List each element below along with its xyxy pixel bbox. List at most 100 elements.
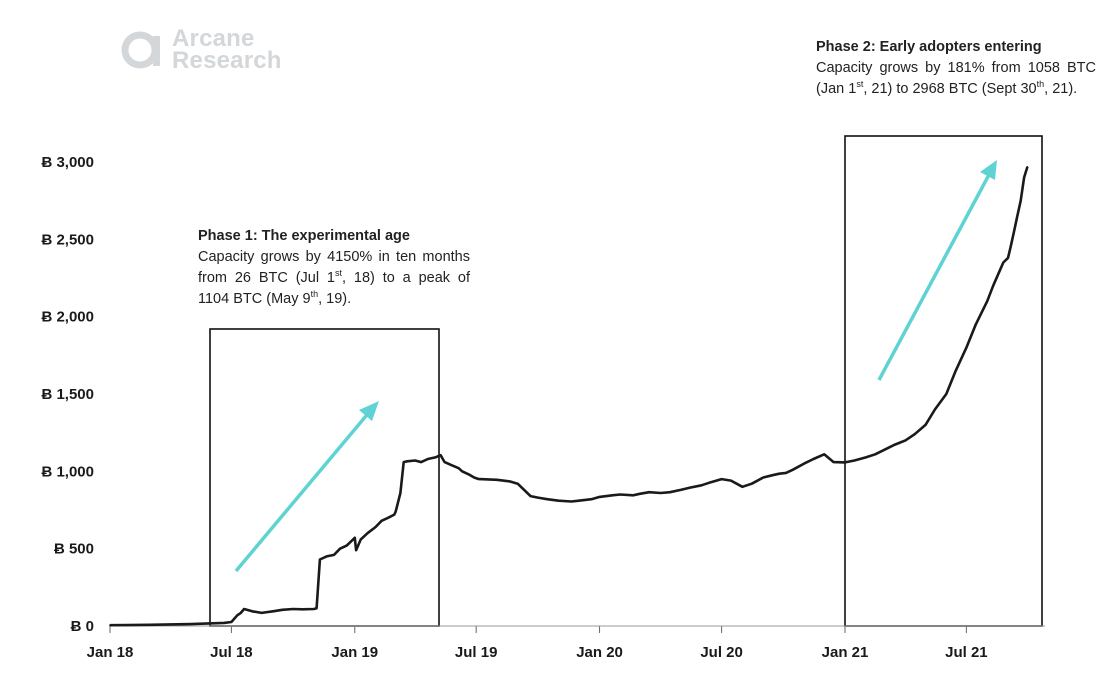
series-point: [720, 478, 723, 480]
series-point: [853, 459, 856, 462]
series-point: [406, 460, 408, 463]
series-point: [812, 458, 815, 460]
series-point: [893, 444, 895, 446]
series-point: [679, 488, 682, 491]
series-point: [803, 462, 805, 465]
series-point: [778, 472, 781, 475]
y-tick-label: Ƀ 2,000: [41, 309, 94, 326]
phase2-box: [844, 135, 1043, 627]
series-point: [785, 471, 787, 474]
trend-arrows: [234, 160, 997, 573]
phase1-annotation: Phase 1: The experimental age Capacity g…: [198, 226, 470, 310]
series-point: [590, 498, 593, 501]
series-point: [874, 453, 877, 456]
series-point: [366, 532, 369, 535]
x-tick-label: Jan 19: [331, 644, 378, 661]
series-point: [529, 495, 532, 497]
series-point: [148, 623, 151, 626]
series-point: [1019, 199, 1022, 202]
series-point: [189, 623, 192, 626]
capacity-series-line: [109, 166, 1029, 627]
series-point: [632, 494, 634, 497]
phase2-arrowhead: [980, 160, 997, 180]
y-tick-label: Ƀ 0: [71, 618, 94, 635]
series-point: [345, 544, 348, 547]
series-point: [251, 610, 254, 613]
series-point: [771, 474, 774, 477]
series-point: [965, 346, 968, 349]
y-tick-label: Ƀ 500: [54, 541, 94, 558]
series-point: [750, 482, 753, 485]
series-point: [301, 608, 304, 611]
x-tick-label: Jul 19: [455, 644, 498, 661]
series-point: [461, 470, 463, 473]
series-point: [557, 499, 560, 502]
series-point: [598, 495, 601, 498]
series-point: [109, 624, 111, 627]
series-point: [659, 492, 662, 494]
phase1-box: [209, 328, 440, 627]
x-axis: Jan 18 Jul 18 Jan 19 Jul 19 Jan 20 Jul 20 Jan …: [87, 626, 988, 661]
phase2-annotation: Phase 2: Early adopters entering Capacit…: [816, 37, 1096, 100]
series-point: [1016, 215, 1019, 218]
series-point: [355, 549, 358, 552]
phase2-heading: Phase 2: Early adopters entering: [816, 39, 1042, 55]
phase1-heading: Phase 1: The experimental age: [198, 228, 410, 244]
series-point: [954, 369, 957, 372]
series-point: [272, 610, 274, 613]
series-point: [945, 393, 948, 395]
series-point: [1023, 176, 1025, 179]
series-point: [420, 461, 423, 463]
x-tick-label: Jan 20: [576, 644, 623, 661]
series-point: [387, 516, 390, 519]
series-point: [536, 496, 539, 499]
series-point: [508, 480, 511, 483]
series-point: [496, 478, 498, 481]
series-point: [700, 484, 703, 487]
series-point: [478, 478, 481, 480]
series-point: [333, 553, 335, 556]
series-point: [689, 486, 691, 489]
series-points: [109, 166, 1029, 627]
series-point: [394, 510, 397, 513]
series-point: [638, 492, 641, 495]
series-point: [281, 608, 284, 611]
x-tick-label: Jan 21: [822, 644, 869, 661]
series-point: [443, 461, 446, 463]
series-point: [546, 498, 549, 501]
x-tick-label: Jul 20: [700, 644, 743, 661]
y-tick-label: Ƀ 1,500: [41, 386, 94, 403]
series-point: [974, 323, 977, 326]
series-point: [904, 439, 907, 442]
phase1-trend-arrow: [234, 408, 373, 573]
series-point: [992, 284, 995, 287]
series-point: [439, 454, 442, 457]
series-point: [339, 547, 341, 550]
x-tick-label: Jul 18: [210, 644, 253, 661]
logo-text: Arcane Research: [172, 27, 282, 74]
arcane-ring-logo-icon: [121, 31, 160, 69]
series-point: [393, 513, 396, 516]
phase2-body: Capacity grows by 181% from 1058 BTC (Ja…: [816, 60, 1096, 97]
series-point: [380, 519, 383, 522]
series-point: [399, 492, 402, 494]
series-point: [457, 467, 460, 470]
series-point: [467, 473, 470, 476]
series-point: [1007, 256, 1009, 259]
series-point: [619, 493, 622, 496]
series-point: [762, 476, 765, 479]
series-point: [1026, 166, 1029, 168]
phase1-arrowhead: [359, 401, 379, 421]
series-point: [577, 499, 580, 502]
series-point: [315, 607, 318, 610]
y-tick-label: Ƀ 2,500: [41, 231, 94, 248]
series-point: [243, 608, 246, 610]
series-point: [450, 464, 453, 467]
series-point: [319, 558, 321, 561]
series-point: [832, 461, 835, 463]
phase1-body: Capacity grows by 4150% in ten months fr…: [198, 249, 470, 307]
series-point: [292, 608, 294, 610]
series-point: [999, 269, 1001, 272]
series-point: [913, 433, 916, 436]
logo-line2: Research: [172, 47, 282, 74]
